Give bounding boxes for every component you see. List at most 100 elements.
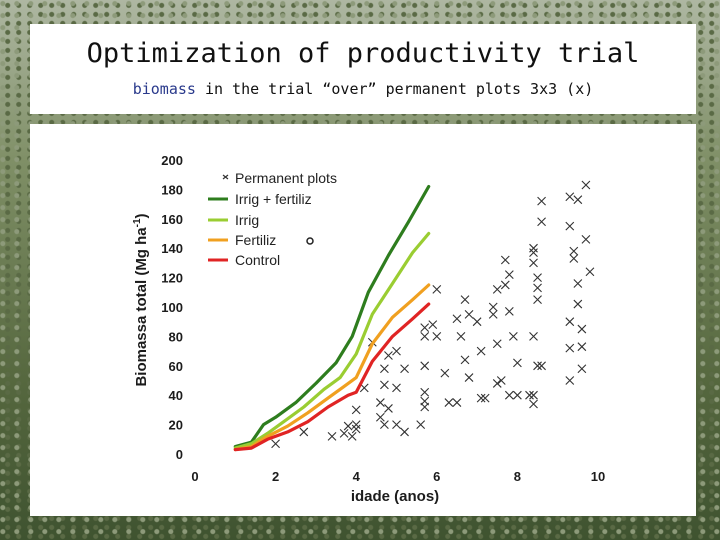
- scatter-point: [500, 280, 510, 290]
- legend-irrig-fertiliz: Irrig + fertiliz: [208, 191, 312, 207]
- scatter-point: [529, 390, 538, 400]
- scatter-point: [375, 412, 385, 422]
- scatter-point: [577, 342, 587, 352]
- scatter-point: [533, 273, 542, 282]
- subtitle-rest: in the trial “over” permanent plots 3x3 …: [195, 80, 594, 98]
- scatter-point: [476, 346, 486, 356]
- scatter-point: [400, 364, 409, 374]
- scatter-point: [440, 368, 450, 378]
- scatter-point: [380, 380, 389, 390]
- scatter-point: [339, 429, 349, 438]
- y-tick-label: 180: [161, 182, 183, 197]
- scatter-point: [464, 309, 474, 319]
- scatter-point: [581, 180, 591, 190]
- scatter-point: [492, 339, 502, 349]
- scatter-point: [299, 427, 309, 437]
- scatter-point: [529, 258, 538, 268]
- scatter-point: [400, 427, 409, 437]
- scatter-point: [464, 373, 474, 382]
- scatter-point: [347, 431, 357, 441]
- y-tick-label: 20: [169, 418, 183, 433]
- scatter-point: [577, 364, 587, 374]
- scatter-point: [577, 324, 587, 334]
- y-tick-label: 0: [176, 447, 183, 462]
- scatter-point: [513, 358, 522, 368]
- scatter-point: [573, 279, 583, 288]
- scatter-point: [585, 267, 595, 277]
- scatter-point: [392, 383, 401, 393]
- scatter-point: [496, 376, 506, 385]
- legend-label-control: Control: [235, 252, 280, 268]
- series-line-irrig: [233, 231, 431, 450]
- scatter-point: [460, 295, 470, 305]
- scatter-point: [392, 346, 401, 356]
- scatter-point: [533, 295, 542, 305]
- y-tick-label: 200: [161, 153, 183, 168]
- legend-fertiliz: Fertiliz: [208, 232, 314, 248]
- scatter-point: [488, 302, 498, 312]
- scatter-point: [565, 376, 575, 385]
- legend-permanent-plots: Permanent plots: [222, 170, 337, 186]
- slide-title: Optimization of productivity trial: [86, 38, 640, 69]
- scatter-point: [565, 343, 575, 353]
- slide-subtitle: biomass in the trial “over” permanent pl…: [30, 80, 696, 98]
- x-axis-ticks: 0 2 4 6 8 10: [191, 469, 605, 484]
- legend-label-permanent-plots: Permanent plots: [235, 170, 337, 186]
- y-tick-label: 80: [169, 329, 183, 344]
- legend-circle-marker: [306, 237, 314, 245]
- x-tick-label: 2: [272, 469, 279, 484]
- scatter-point: [351, 420, 361, 429]
- scatter-point: [569, 254, 579, 263]
- scatter-point: [488, 309, 498, 319]
- scatter-point: [420, 323, 430, 332]
- biomass-chart: 0 2 4 6 8 10 0 20 40 60 80 100 120 140 160 180 200 idad…: [132, 153, 605, 505]
- x-tick-label: 8: [514, 469, 521, 484]
- scatter-point: [565, 221, 575, 231]
- scatter-point: [492, 379, 502, 388]
- scatter-point: [529, 243, 538, 253]
- scatter-point: [533, 361, 542, 371]
- scatter-point: [343, 421, 353, 431]
- y-tick-label: 120: [161, 271, 183, 286]
- scatter-point: [456, 332, 466, 341]
- scatter-point: [351, 405, 361, 415]
- scatter-point: [420, 332, 430, 341]
- y-tick-label: 140: [161, 241, 183, 256]
- scatter-point: [380, 420, 389, 429]
- y-tick-label: 160: [161, 212, 183, 227]
- x-tick-label: 6: [433, 469, 440, 484]
- title-panel: Optimization of productivity trial bioma…: [30, 24, 696, 114]
- series-line-fertiliz: [233, 283, 431, 452]
- scatter-point: [432, 332, 442, 341]
- scatter-point: [472, 317, 482, 327]
- scatter-point: [384, 404, 393, 413]
- scatter-point: [428, 320, 438, 330]
- legend-x-marker: [222, 174, 229, 180]
- scatter-point: [529, 332, 538, 341]
- scatter-point: [533, 283, 542, 293]
- scatter-point: [351, 424, 361, 434]
- scatter-point: [529, 399, 538, 409]
- y-tick-label: 40: [169, 388, 183, 403]
- scatter-point: [537, 217, 546, 227]
- scatter-point: [392, 420, 401, 429]
- scatter-point: [537, 196, 546, 206]
- scatter-point: [375, 398, 385, 407]
- x-tick-label: 0: [191, 469, 198, 484]
- permanent-plots-scatter: [271, 180, 595, 449]
- x-axis-label: idade (anos): [351, 488, 439, 505]
- legend-label-irrig-fertiliz: Irrig + fertiliz: [235, 191, 312, 207]
- series-lines: [233, 184, 431, 452]
- scatter-point: [565, 317, 575, 327]
- series-line-control: [233, 302, 431, 452]
- scatter-point: [500, 255, 510, 265]
- scatter-point: [452, 314, 462, 324]
- y-tick-label: 60: [169, 359, 183, 374]
- subtitle-highlight: biomass: [132, 80, 196, 98]
- y-axis-ticks: 0 20 40 60 80 100 120 140 160 180 200: [161, 153, 183, 462]
- y-axis-label: Biomassa total (Mg ha-1): [132, 213, 150, 386]
- scatter-point: [420, 387, 430, 397]
- x-tick-label: 10: [591, 469, 605, 484]
- legend-label-fertiliz: Fertiliz: [235, 232, 276, 248]
- scatter-point: [529, 248, 538, 257]
